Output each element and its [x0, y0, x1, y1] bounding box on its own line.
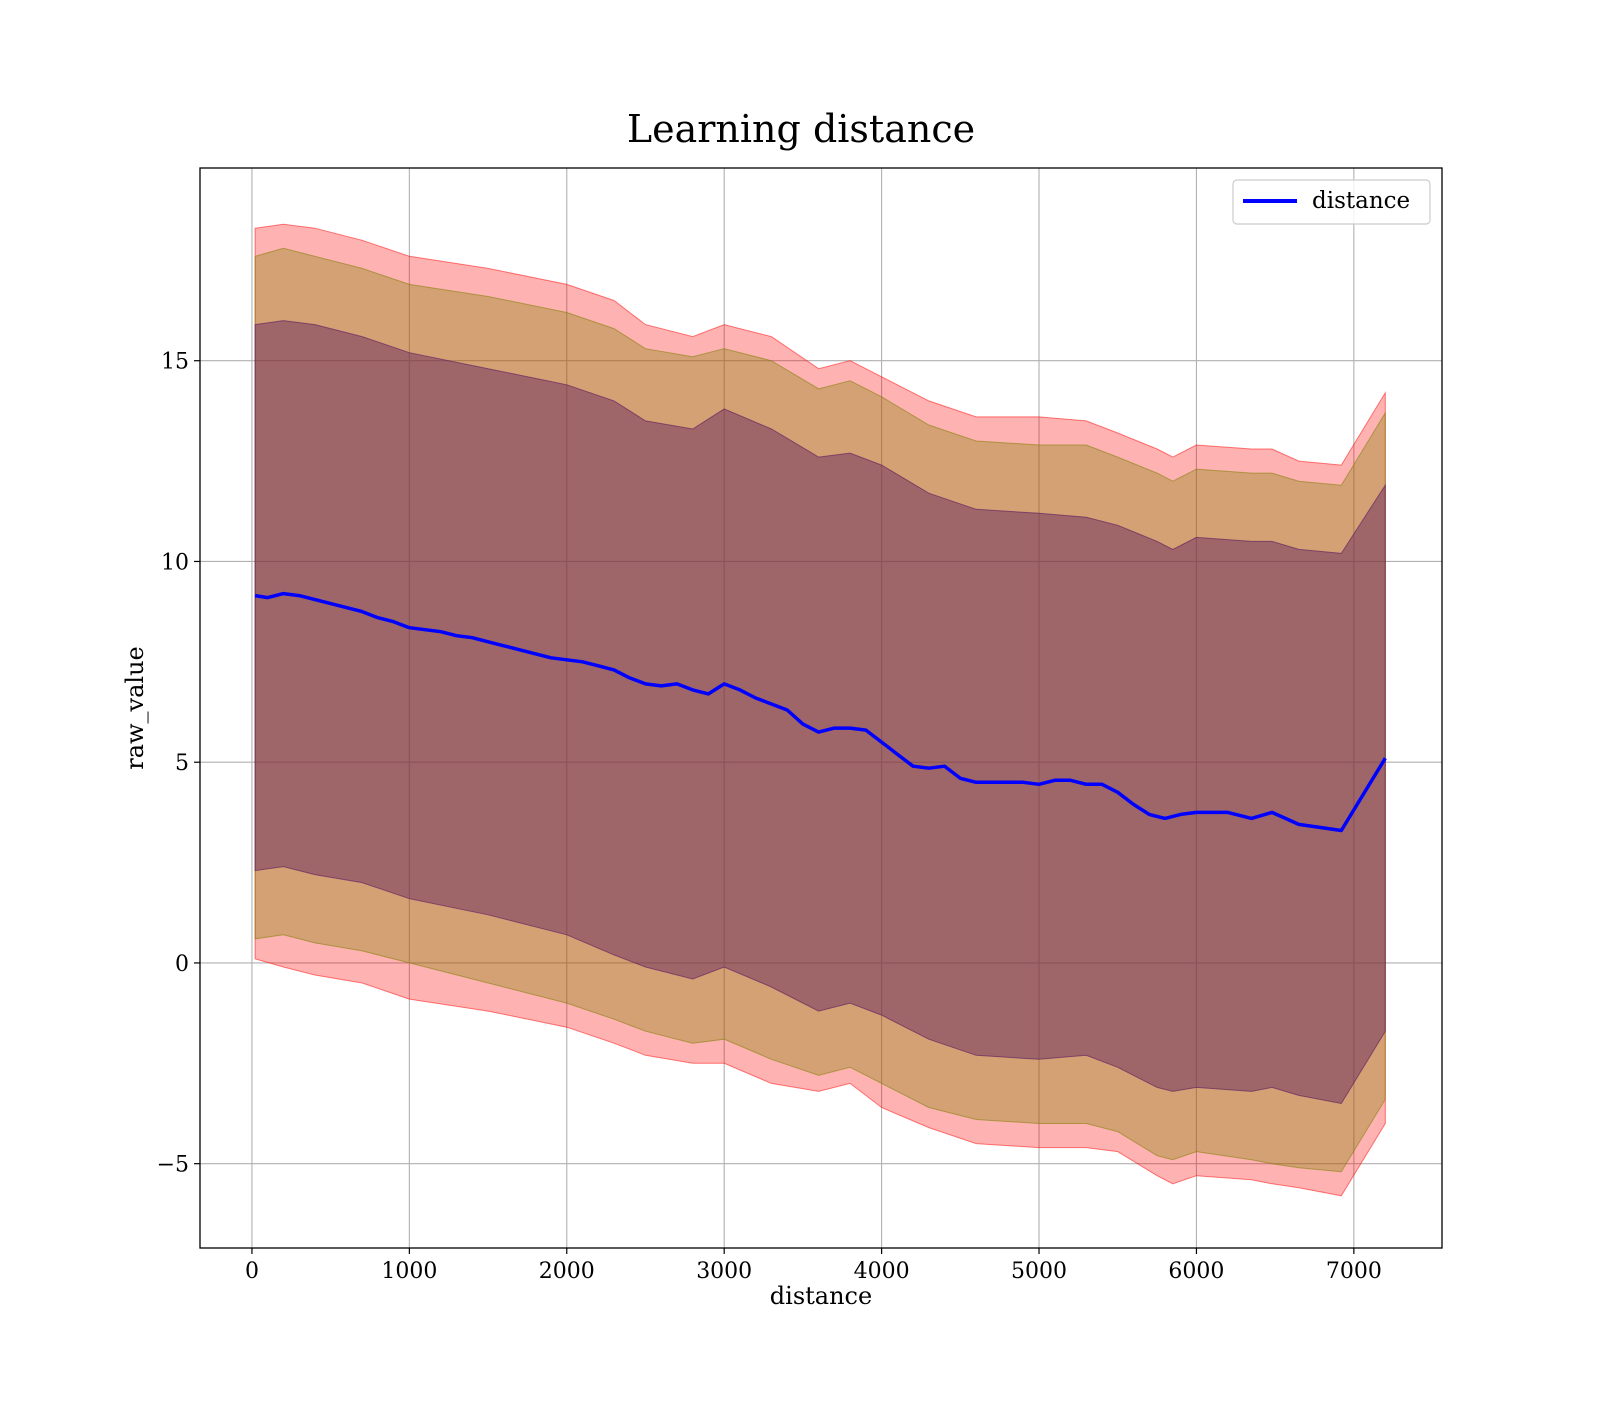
x-tick-label: 5000 [1011, 1259, 1067, 1284]
legend: distance [1232, 179, 1431, 225]
y-ticks: −5 0 5 10 15 [157, 350, 200, 1178]
x-tick-label: 0 [245, 1259, 259, 1284]
y-tick-label: 15 [161, 350, 189, 375]
legend-label-distance: distance [1312, 188, 1410, 214]
lines [254, 591, 1387, 833]
x-axis-label: distance [770, 1282, 872, 1310]
band-middle [254, 247, 1386, 1173]
band-outer [254, 223, 1386, 1197]
y-tick-label: −5 [157, 1153, 189, 1178]
x-tick-label: 4000 [854, 1259, 910, 1284]
y-tick-label: 0 [175, 952, 189, 977]
x-tick-label: 1000 [381, 1259, 437, 1284]
x-tick-label: 7000 [1326, 1259, 1382, 1284]
y-axis-label: raw_value [121, 646, 149, 770]
y-tick-label: 5 [175, 751, 189, 776]
x-tick-label: 2000 [539, 1259, 595, 1284]
x-tick-label: 3000 [696, 1259, 752, 1284]
band-inner [254, 320, 1386, 1105]
series-line-distance [254, 591, 1387, 833]
grid [200, 168, 1442, 1248]
x-tick-label: 6000 [1168, 1259, 1224, 1284]
y-tick-label: 10 [161, 550, 189, 575]
x-ticks: 0 1000 2000 3000 4000 5000 6000 7000 [245, 1248, 1382, 1284]
bands [254, 223, 1386, 1197]
plot-frame [199, 167, 1443, 1249]
chart-title: Learning distance [627, 107, 975, 151]
legend-frame [1232, 179, 1431, 225]
